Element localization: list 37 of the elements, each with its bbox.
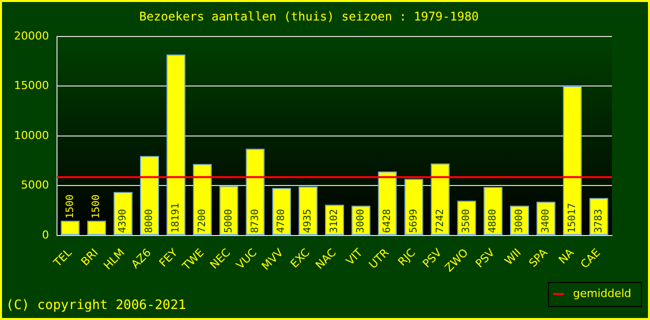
data-label: 7242 (434, 208, 446, 234)
data-label: 4390 (118, 208, 129, 234)
x-tick-label: BRI (78, 246, 101, 268)
data-label: 4780 (276, 208, 288, 234)
data-label: 3400 (540, 208, 552, 234)
data-label: 18191 (170, 202, 182, 234)
data-label: 3102 (329, 208, 340, 234)
data-label: 1500 (64, 194, 76, 219)
x-tick-label: TEL (50, 246, 75, 270)
y-tick-label: 15000 (14, 79, 49, 92)
data-label: 6428 (382, 208, 393, 234)
y-tick-label: 5000 (20, 178, 49, 192)
data-label: 3500 (461, 208, 472, 234)
x-tick-label: UTR (366, 246, 392, 272)
data-label: 3000 (514, 208, 526, 234)
text: (C) copyright 2006-2021 (6, 298, 186, 313)
data-label: 7200 (196, 208, 208, 234)
x-tick-label: SPA (526, 246, 550, 270)
data-label: 4880 (488, 208, 499, 234)
data-label: 1500 (91, 194, 102, 219)
x-tick-label: NA (556, 246, 577, 266)
data-label: 5000 (223, 208, 234, 234)
data-label: 8000 (144, 208, 156, 234)
data-label: 3000 (356, 208, 367, 234)
data-label: 8730 (250, 208, 261, 234)
y-tick-label: 0 (42, 228, 49, 242)
data-label: 5699 (408, 208, 420, 234)
x-tick-label: WII (502, 246, 524, 268)
y-tick-label: 20000 (14, 29, 49, 42)
data-label: 4935 (302, 208, 314, 234)
y-tick-label: 10000 (14, 128, 49, 142)
x-tick-label: RJC (396, 246, 418, 268)
data-label: 3783 (593, 208, 604, 234)
chart-title: Bezoekers aantallen (thuis) seizoen : 1979-1980 (139, 9, 479, 24)
data-label: 15017 (566, 202, 578, 234)
legend-label: gemiddeld (573, 286, 632, 300)
x-tick-label: VIT (344, 246, 366, 268)
